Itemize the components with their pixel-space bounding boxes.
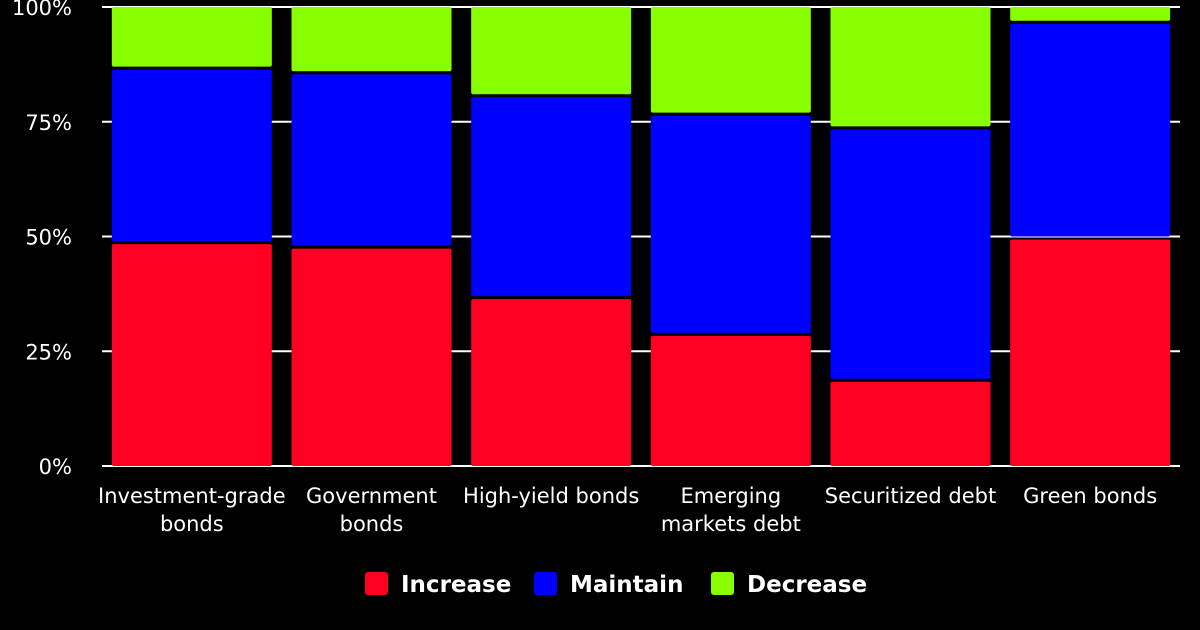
legend-label-increase: Increase [401, 572, 511, 598]
bar-segment-increase [830, 381, 991, 466]
bar-segment-maintain [830, 129, 991, 379]
legend-swatch-decrease [711, 572, 734, 595]
y-tick-label: 0% [39, 455, 72, 479]
x-tick-label: Green bonds [1023, 484, 1157, 508]
bar-segment-increase [471, 299, 632, 466]
x-tick-label: Securitized debt [825, 484, 996, 508]
bar-segment-decrease [830, 7, 991, 127]
bar-segment-decrease [650, 7, 811, 113]
bar-segment-maintain [471, 97, 632, 297]
legend-swatch-increase [365, 572, 388, 595]
bar-segment-decrease [291, 7, 452, 72]
legend: Increase Maintain Decrease [365, 572, 867, 598]
x-tick-label: Investment-grade [98, 484, 286, 508]
y-tick-label: 25% [25, 340, 72, 364]
bar-segment-maintain [650, 115, 811, 333]
bar-segment-increase [111, 244, 272, 466]
x-tick-label: bonds [340, 512, 404, 536]
gridlines [102, 6, 1180, 467]
bars [111, 7, 1171, 466]
bar-segment-increase [1010, 239, 1171, 466]
y-tick-label: 100% [12, 0, 72, 20]
legend-swatch-maintain [534, 572, 557, 595]
bar-segment-decrease [471, 7, 632, 95]
bar-segment-increase [650, 335, 811, 466]
y-tick-label: 75% [25, 111, 72, 135]
bar-segment-maintain [111, 69, 272, 242]
bar-segment-maintain [1010, 23, 1171, 237]
bar-segment-maintain [291, 74, 452, 246]
x-tick-label: Emerging [680, 484, 781, 508]
x-tick-label: bonds [160, 512, 224, 536]
x-tick-label: Government [306, 484, 437, 508]
legend-label-decrease: Decrease [747, 572, 867, 598]
bar-segment-decrease [1010, 7, 1171, 21]
legend-label-maintain: Maintain [570, 572, 683, 598]
x-tick-label: markets debt [661, 512, 801, 536]
bar-segment-increase [291, 248, 452, 466]
x-tick-label: High-yield bonds [463, 484, 639, 508]
bar-segment-decrease [111, 7, 272, 67]
y-tick-label: 50% [25, 226, 72, 250]
